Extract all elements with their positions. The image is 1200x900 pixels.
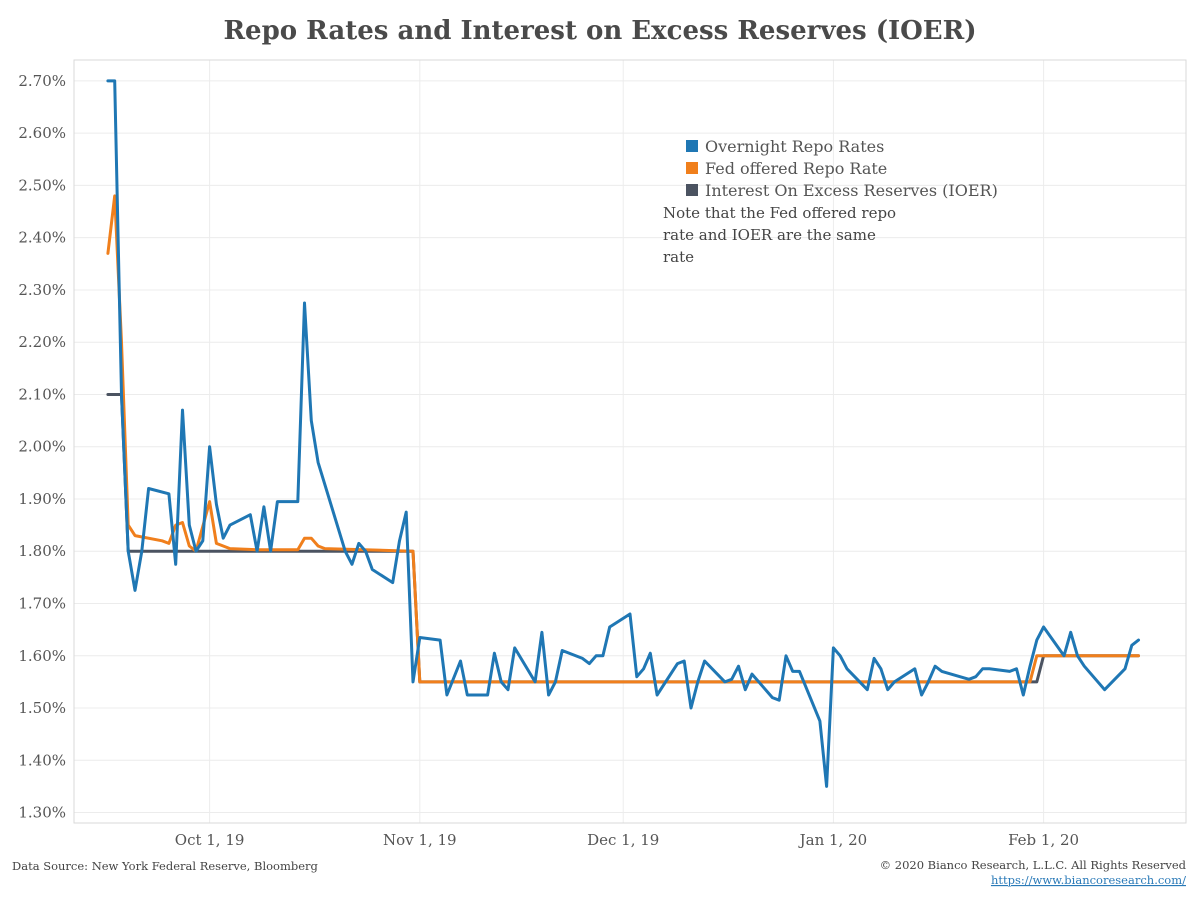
y-tick-label: 2.20% [18,333,66,351]
y-tick-label: 2.70% [18,72,66,90]
y-tick-label: 1.30% [18,804,66,822]
y-tick-label: 2.00% [18,438,66,456]
chart-title: Repo Rates and Interest on Excess Reserv… [223,16,976,46]
legend: Overnight Repo Rates Fed offered Repo Ra… [686,137,998,200]
y-tick-label: 1.80% [18,542,66,560]
y-tick-label: 1.90% [18,490,66,508]
x-tick-label: Oct 1, 19 [175,831,245,849]
y-tick-label: 2.40% [18,229,66,247]
legend-label-fed-repo: Fed offered Repo Rate [705,159,887,178]
note-line-3: rate [663,248,694,266]
y-tick-label: 2.50% [18,176,66,194]
x-tick-label: Feb 1, 20 [1008,831,1079,849]
x-tick-label: Nov 1, 19 [383,831,457,849]
x-axis-ticks: Oct 1, 19 Nov 1, 19 Dec 1, 19 Jan 1, 20 Feb … [175,831,1079,849]
legend-label-overnight-repo: Overnight Repo Rates [705,137,884,156]
y-tick-label: 1.70% [18,595,66,613]
legend-swatch-ioer [686,184,698,196]
y-tick-label: 1.60% [18,647,66,665]
y-tick-label: 2.60% [18,124,66,142]
y-tick-label: 2.10% [18,385,66,403]
copyright-note: © 2020 Bianco Research, L.L.C. All Right… [880,858,1187,872]
series-layer [106,79,1140,788]
grid-layer [74,60,1186,823]
legend-swatch-fed-repo [686,162,698,174]
y-axis-ticks: 1.30% 1.40% 1.50% 1.60% 1.70% 1.80% 1.90% 2.00%… [18,72,66,822]
website-link[interactable]: https://www.biancoresearch.com/ [991,873,1186,887]
legend-swatch-overnight-repo [686,140,698,152]
x-tick-label: Jan 1, 20 [798,831,868,849]
y-tick-label: 1.40% [18,751,66,769]
legend-label-ioer: Interest On Excess Reserves (IOER) [705,181,998,200]
note-line-1: Note that the Fed offered repo [663,204,896,222]
x-tick-label: Dec 1, 19 [587,831,659,849]
note-annotation: Note that the Fed offered repo rate and … [663,204,896,266]
plot-frame [73,59,1187,824]
overnight-repo-line [106,79,1140,788]
data-source-note: Data Source: New York Federal Reserve, B… [12,859,319,873]
note-line-2: rate and IOER are the same [663,226,876,244]
y-tick-label: 2.30% [18,281,66,299]
y-tick-label: 1.50% [18,699,66,717]
